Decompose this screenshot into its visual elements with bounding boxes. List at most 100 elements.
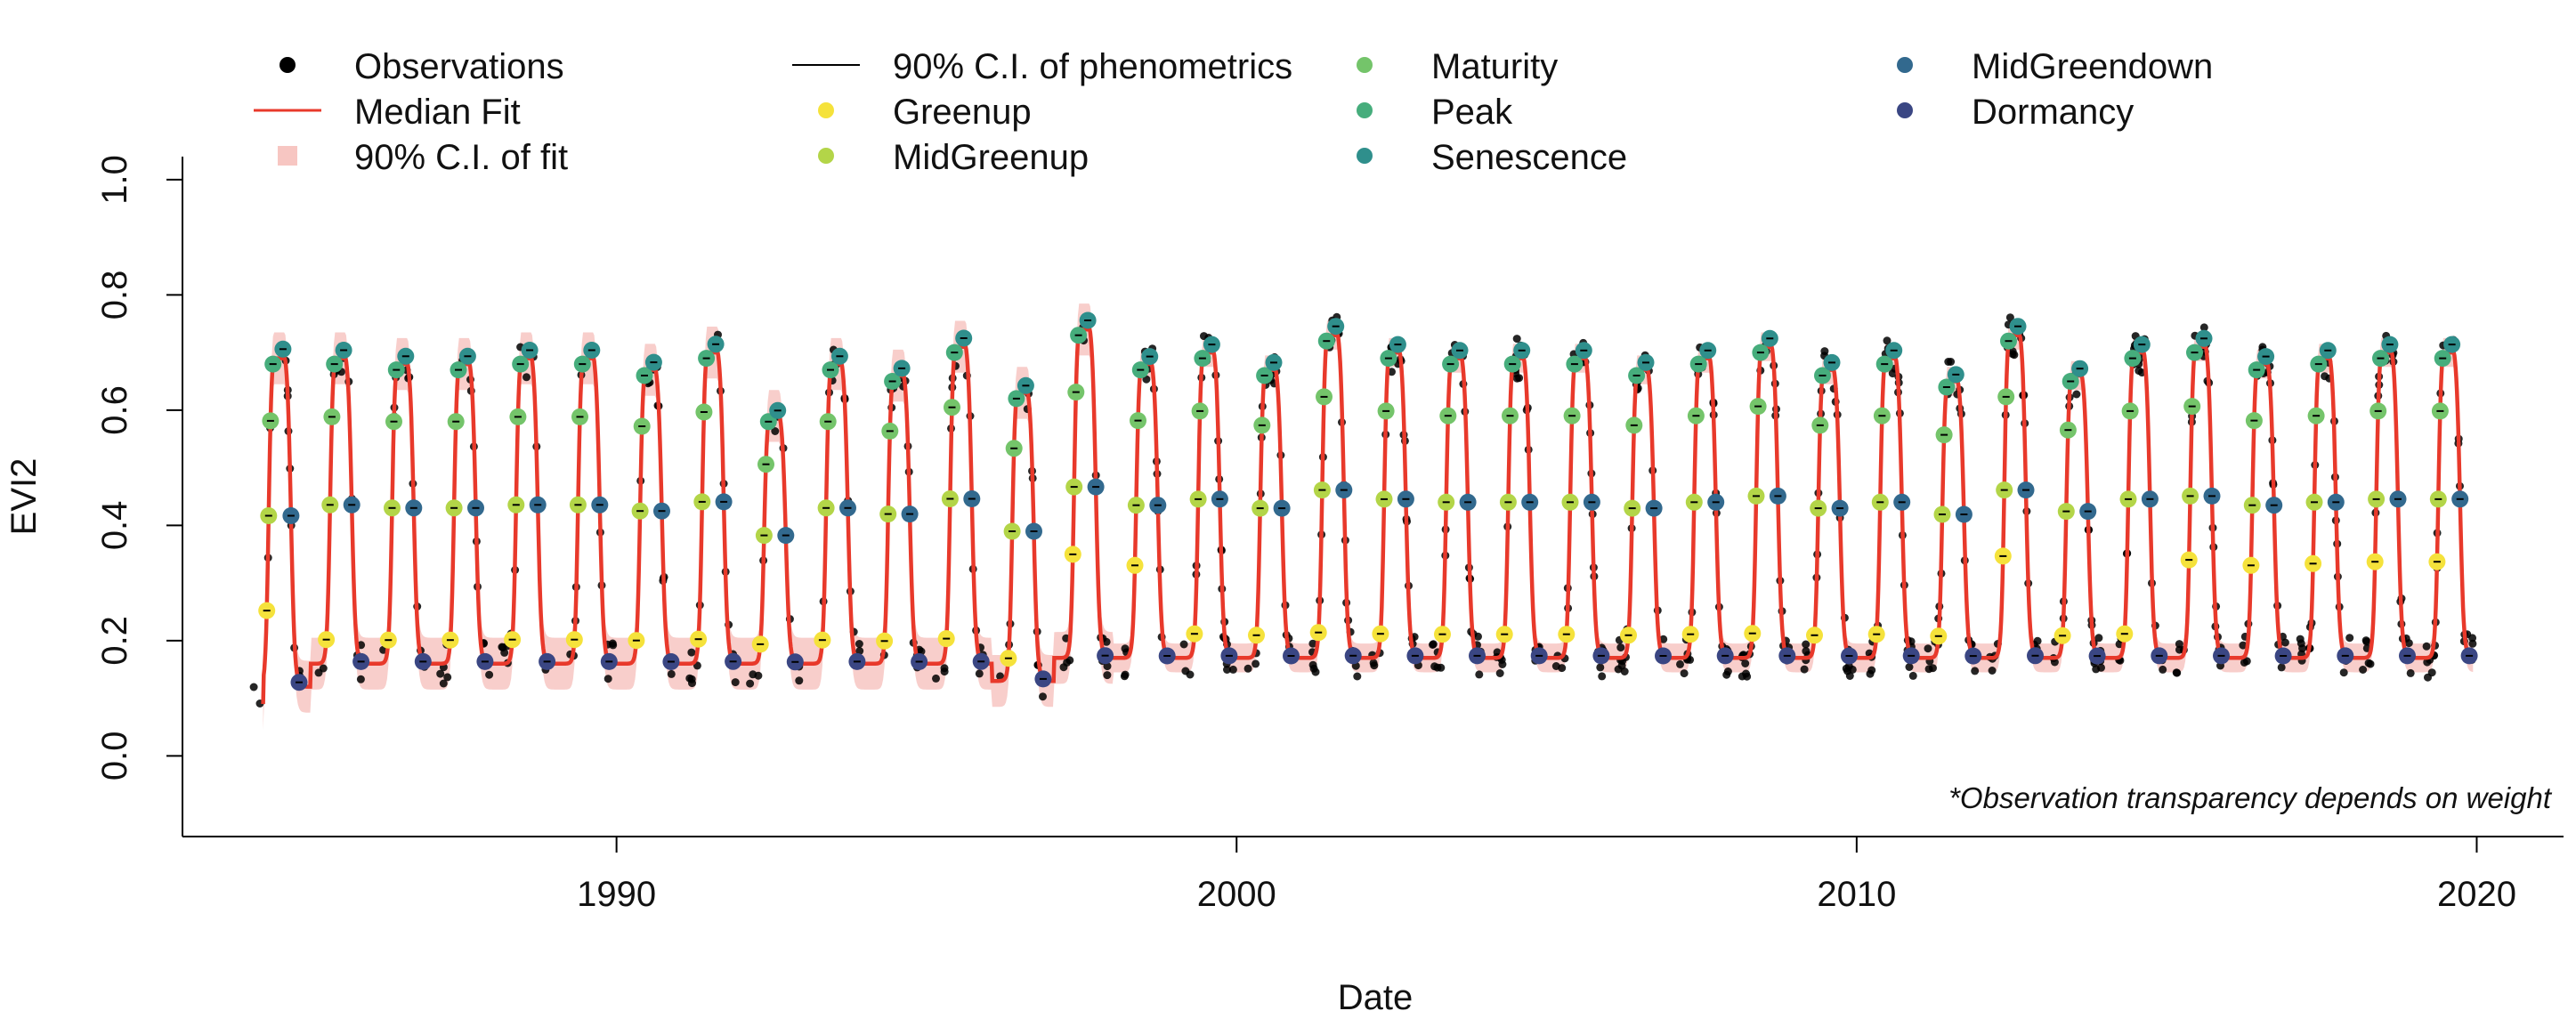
observation-point xyxy=(2359,666,2368,674)
weight-note: *Observation transparency depends on wei… xyxy=(1948,781,2553,814)
observation-point xyxy=(2366,659,2375,668)
observation-point xyxy=(731,678,740,687)
observation-point xyxy=(2277,663,2286,672)
observation-point xyxy=(2361,636,2370,645)
legend-label-peak: Peak xyxy=(1431,93,1513,132)
observation-point xyxy=(1223,666,1231,674)
legend-item-peak: Peak xyxy=(1357,93,1513,132)
observation-point xyxy=(2468,639,2477,648)
x-ticks: 1990 2000 2010 2020 xyxy=(577,837,2516,914)
observation-point xyxy=(1944,358,1953,366)
observation-point xyxy=(688,679,696,688)
observation-point xyxy=(1353,672,1362,681)
observation-point xyxy=(667,669,676,678)
x-tick-label: 2020 xyxy=(2437,875,2516,914)
observation-point xyxy=(2422,642,2431,651)
observation-point xyxy=(996,672,1005,681)
observation-point xyxy=(1738,672,1746,681)
x-axis-title: Date xyxy=(1338,978,1414,1017)
observation-point xyxy=(249,683,258,691)
observation-point xyxy=(2345,634,2354,643)
observation-point xyxy=(485,670,494,679)
observation-point xyxy=(436,669,445,678)
observation-point xyxy=(2199,323,2208,332)
legend-label-median-fit: Median Fit xyxy=(354,93,521,132)
observation-point xyxy=(439,679,448,688)
ci-band-layer xyxy=(263,303,2474,731)
observation-point xyxy=(1741,659,1750,667)
observation-point xyxy=(2240,659,2248,667)
observation-point xyxy=(1039,692,1047,701)
observation-point xyxy=(975,669,984,678)
observation-point xyxy=(1820,347,1829,356)
observation-point xyxy=(2427,668,2436,677)
legend-label-dormancy: Dormancy xyxy=(1972,93,2134,132)
legend-label-observations: Observations xyxy=(354,47,564,86)
observation-point xyxy=(932,674,940,683)
observation-point xyxy=(1179,640,1188,649)
plot-area xyxy=(249,303,2478,731)
y-ticks: 0.0 0.2 0.4 0.6 0.8 1.0 xyxy=(95,155,182,780)
x-tick-label: 2010 xyxy=(1817,875,1896,914)
observation-point xyxy=(1512,374,1521,383)
legend-item-senescence: Senescence xyxy=(1357,138,1627,177)
observation-point xyxy=(2423,658,2432,667)
observation-point xyxy=(608,639,617,648)
legend-label-midgreendown: MidGreendown xyxy=(1972,47,2213,86)
legend-swatch-dormancy xyxy=(1897,102,1913,118)
observation-point xyxy=(2008,347,2017,356)
observation-point xyxy=(1924,644,1932,653)
y-tick-label: 0.2 xyxy=(95,616,134,666)
observation-point xyxy=(1437,663,1446,672)
observation-point xyxy=(2094,634,2103,643)
observation-point xyxy=(2339,668,2348,677)
observation-point xyxy=(687,648,696,657)
observation-point xyxy=(1252,659,1260,668)
legend-swatch-maturity xyxy=(1357,57,1373,73)
legend-label-maturity: Maturity xyxy=(1431,47,1558,86)
y-tick-label: 0.4 xyxy=(95,501,134,551)
legend-swatch-observations xyxy=(279,57,296,73)
legend-swatch-greenup xyxy=(818,102,834,118)
observation-point xyxy=(1121,644,1130,653)
legend-item-median-fit: Median Fit xyxy=(254,93,521,132)
legend-item-maturity: Maturity xyxy=(1357,47,1558,86)
observation-point xyxy=(1929,664,1937,673)
observation-point xyxy=(2406,668,2415,677)
observation-point xyxy=(1102,637,1111,646)
legend-item-greenup: Greenup xyxy=(818,93,1032,132)
observation-point xyxy=(1988,667,1997,675)
y-tick-label: 0.6 xyxy=(95,385,134,435)
observation-point xyxy=(1498,660,1507,668)
observation-point xyxy=(1243,664,1252,673)
legend-item-observations: Observations xyxy=(279,47,564,86)
legend-label-ci-fit: 90% C.I. of fit xyxy=(354,138,568,177)
observation-point xyxy=(1063,658,1072,667)
observation-point xyxy=(1800,665,1809,674)
observation-point xyxy=(2135,367,2143,376)
legend-label-greenup: Greenup xyxy=(893,93,1032,132)
observation-point xyxy=(1551,662,1560,670)
legend-swatch-midgreenup xyxy=(818,148,834,164)
legend-swatch-midgreendown xyxy=(1897,57,1913,73)
observation-point xyxy=(1802,640,1810,649)
observation-point xyxy=(500,648,509,657)
x-tick-label: 2000 xyxy=(1197,875,1276,914)
observation-point xyxy=(1512,335,1521,344)
observation-point xyxy=(1181,667,1190,675)
observation-point xyxy=(1388,368,1396,376)
observation-point xyxy=(1121,670,1130,679)
x-tick-label: 1990 xyxy=(577,875,656,914)
axes: 1990 2000 2010 2020 0.0 0.2 0.4 0.6 0.8 1.0 Date… xyxy=(4,155,2564,1017)
observation-point xyxy=(1495,669,1504,677)
observation-point xyxy=(2072,390,2081,399)
observation-point xyxy=(1596,663,1605,672)
observation-point xyxy=(754,671,763,680)
observation-point xyxy=(2172,668,2181,677)
legend-label-midgreenup: MidGreenup xyxy=(893,138,1089,177)
observation-point xyxy=(603,675,612,683)
observation-point xyxy=(356,675,365,683)
observation-point xyxy=(1308,660,1317,669)
legend-item-midgreenup: MidGreenup xyxy=(818,138,1089,177)
observation-point xyxy=(771,427,780,435)
